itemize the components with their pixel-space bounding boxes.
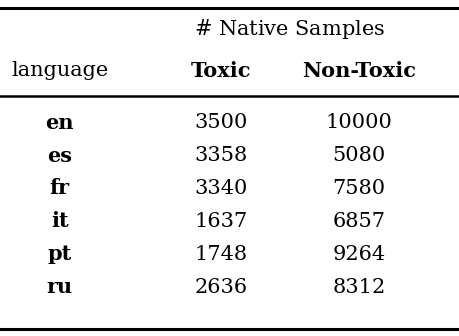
Text: 1748: 1748 — [194, 245, 247, 264]
Text: 1637: 1637 — [194, 212, 247, 231]
Text: pt: pt — [48, 244, 72, 264]
Text: 3358: 3358 — [194, 146, 247, 165]
Text: 10000: 10000 — [325, 113, 392, 132]
Text: en: en — [45, 113, 74, 133]
Text: es: es — [47, 145, 72, 166]
Text: it: it — [51, 211, 68, 232]
Text: ru: ru — [47, 277, 73, 297]
Text: 3500: 3500 — [194, 113, 247, 132]
Text: 9264: 9264 — [331, 245, 385, 264]
Text: 3340: 3340 — [194, 179, 247, 198]
Text: $\#$ Native Samples: $\#$ Native Samples — [194, 16, 385, 41]
Text: 7580: 7580 — [331, 179, 385, 198]
Text: fr: fr — [50, 178, 70, 199]
Text: 5080: 5080 — [331, 146, 385, 165]
Text: Toxic: Toxic — [190, 60, 251, 81]
Text: Non-Toxic: Non-Toxic — [301, 60, 415, 81]
Text: 6857: 6857 — [331, 212, 385, 231]
Text: 8312: 8312 — [331, 278, 385, 297]
Text: 2636: 2636 — [194, 278, 247, 297]
Text: language: language — [11, 61, 108, 80]
